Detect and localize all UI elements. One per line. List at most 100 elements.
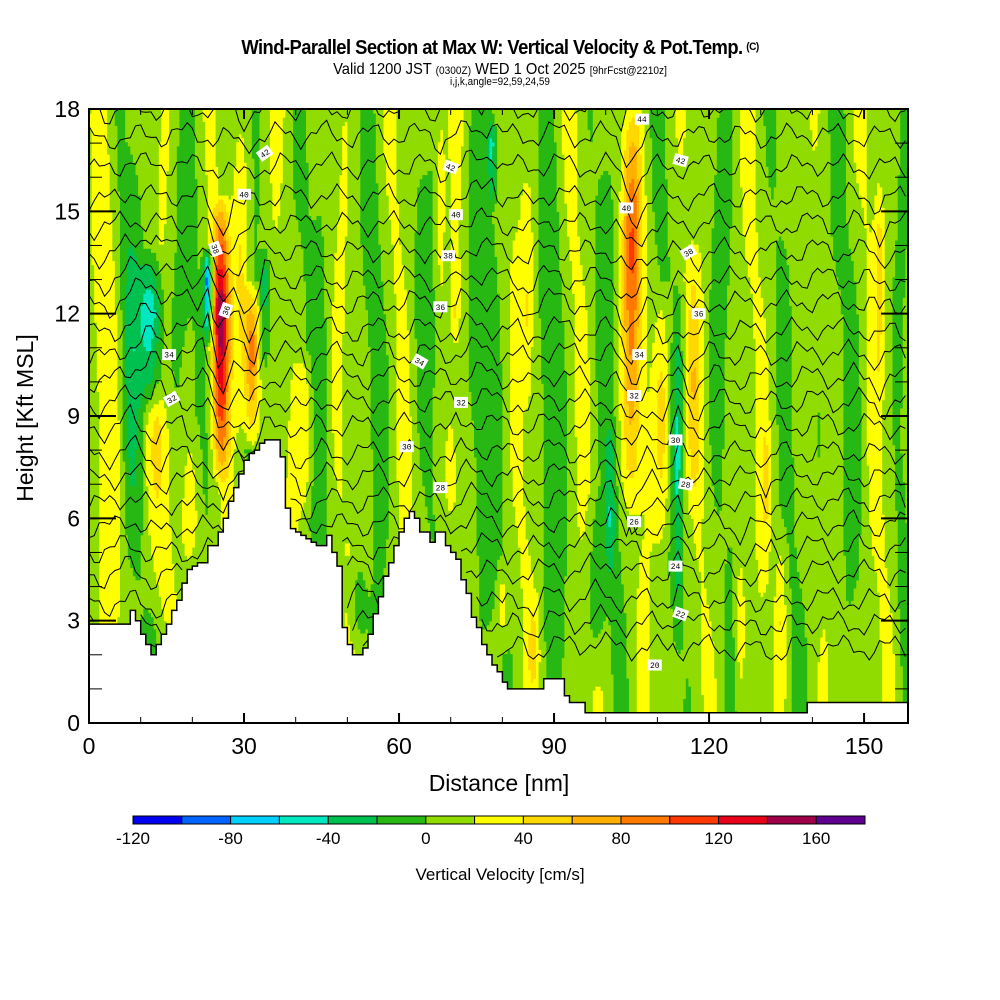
field-cell (567, 235, 571, 695)
field-cell (675, 592, 679, 650)
chart-title: Wind-Parallel Section at Max W: Vertical… (40, 37, 960, 60)
field-cell (590, 551, 594, 630)
field-cell (215, 203, 219, 216)
field-cell (765, 583, 770, 716)
field-cell (140, 338, 144, 397)
field-cell (213, 334, 217, 405)
field-cell (579, 538, 584, 704)
field-cell (194, 526, 199, 568)
field-cell (497, 559, 501, 675)
field-cell (517, 547, 522, 691)
field-cell (629, 145, 633, 184)
field-cell (306, 162, 310, 352)
field-cell (375, 109, 379, 184)
colorbar-tick-label: -80 (218, 829, 243, 848)
field-cell (877, 182, 881, 225)
field-cell (225, 272, 230, 392)
field-cell (492, 113, 496, 126)
field-cell (182, 109, 186, 348)
field-cell (760, 109, 764, 298)
field-cell (636, 514, 640, 589)
field-cell (714, 506, 718, 679)
field-cell (688, 244, 692, 311)
field-cell (587, 109, 591, 131)
field-cell (765, 166, 770, 356)
field-cell (691, 371, 695, 393)
field-cell (825, 641, 829, 704)
field-cell (254, 280, 258, 290)
contour-label-text: 22 (674, 609, 686, 621)
field-cell (737, 661, 741, 716)
field-cell (380, 109, 385, 282)
field-cell (461, 145, 465, 581)
field-cell (210, 256, 214, 311)
field-cell (631, 420, 635, 478)
field-cell (466, 109, 470, 593)
field-cell (151, 338, 155, 380)
field-cell (512, 109, 516, 241)
field-cell (148, 411, 152, 536)
field-cell (450, 240, 454, 245)
field-cell (443, 231, 447, 532)
field-cell (696, 109, 700, 245)
field-cell (693, 285, 697, 368)
field-cell (781, 518, 785, 564)
field-cell (148, 383, 152, 401)
field-cell (339, 109, 343, 176)
field-cell (334, 109, 338, 253)
field-cell (130, 567, 134, 614)
field-cell (657, 379, 661, 466)
field-cell (430, 170, 434, 540)
field-cell (145, 383, 149, 405)
field-cell (280, 182, 284, 458)
contour-label-bg (647, 659, 662, 671)
field-cell (523, 182, 527, 413)
isentrope-line (89, 458, 906, 509)
field-cell (864, 109, 868, 229)
forecast-info: [9hrFcst@2210z] (589, 65, 667, 77)
field-cell (153, 109, 157, 253)
field-cell (530, 682, 534, 691)
field-cell (213, 240, 217, 307)
field-cell (492, 109, 496, 114)
field-cell (639, 350, 643, 515)
field-cell (215, 215, 219, 241)
field-cell (618, 551, 622, 716)
field-cell (417, 109, 421, 188)
field-cell (874, 109, 878, 196)
field-cell (765, 109, 770, 167)
field-cell (688, 309, 692, 450)
field-cell (528, 555, 532, 634)
field-cell (153, 366, 157, 388)
field-cell (202, 109, 206, 122)
field-cell (525, 538, 529, 691)
field-cell (608, 506, 612, 528)
field-cell (132, 162, 137, 253)
field-cell (101, 109, 106, 626)
contour-label-text: 38 (683, 247, 696, 260)
field-cell (665, 342, 669, 499)
field-cell (251, 313, 255, 335)
field-cell (205, 174, 209, 249)
field-cell (205, 309, 209, 327)
field-cell (714, 174, 718, 507)
field-cell (145, 289, 149, 352)
field-cell (613, 109, 617, 417)
field-cell (396, 481, 400, 548)
field-cell (634, 109, 638, 118)
field-cell (158, 489, 162, 597)
field-cell (231, 272, 235, 380)
field-cell (427, 170, 431, 523)
field-cell (505, 109, 509, 654)
field-cell (696, 473, 700, 560)
field-cell (623, 325, 627, 442)
isentrope-line (89, 531, 906, 568)
field-cell (249, 330, 253, 372)
field-cell (626, 129, 630, 167)
field-cell (231, 195, 235, 274)
field-cell (530, 612, 534, 683)
field-cell (657, 264, 661, 315)
field-cell (789, 587, 793, 716)
field-cell (386, 109, 390, 196)
field-cell (711, 641, 715, 716)
